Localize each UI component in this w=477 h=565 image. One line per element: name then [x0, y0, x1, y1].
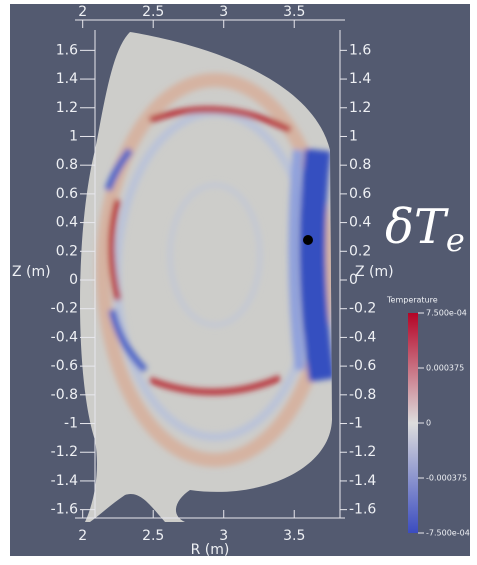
y-tick-label: 1.2	[56, 100, 78, 116]
y-tick-label: -1.6	[349, 502, 376, 518]
x-tick-label: 3	[219, 4, 228, 20]
colorbar-title: Temperature	[386, 296, 438, 305]
y-tick-label: 1.6	[349, 42, 371, 58]
probe-point	[303, 235, 313, 245]
colorbar-tick-label: 0.000375	[426, 364, 464, 373]
annotation: δTe	[385, 199, 465, 259]
y-tick-label: 0.2	[56, 243, 78, 259]
y-tick-label: -1.6	[51, 502, 78, 518]
annotation-subscript: e	[446, 221, 465, 259]
y-tick-label: 1	[349, 128, 358, 144]
y-tick-label: 0	[349, 272, 358, 288]
y-tick-label: 1	[69, 128, 78, 144]
y-tick-label: -0.2	[349, 301, 376, 317]
y-tick-label: -0.4	[349, 329, 376, 345]
y-axis-title: Z (m)	[355, 264, 394, 280]
y-tick-label: 1.4	[56, 71, 78, 87]
x-tick-label: 3.5	[283, 4, 305, 20]
y-tick-label: 0.8	[349, 157, 371, 173]
colorbar-tick-label: 0	[426, 419, 431, 428]
colorbar-tick-label: 7.500e-04	[426, 309, 467, 318]
colorbar	[408, 313, 418, 533]
y-tick-label: -1.4	[349, 473, 376, 489]
y-tick-label: 0.6	[349, 186, 371, 202]
x-tick-label: 2	[78, 4, 87, 20]
annotation-symbol: δT	[385, 199, 449, 255]
y-tick-label: -0.4	[51, 329, 78, 345]
x-axis-title: R (m)	[191, 542, 230, 558]
x-tick-label: 2.5	[142, 4, 164, 20]
y-tick-label: -0.6	[51, 358, 78, 374]
y-tick-label: -0.8	[349, 387, 376, 403]
y-tick-label: -1	[64, 416, 78, 432]
y-tick-label: -0.6	[349, 358, 376, 374]
y-tick-label: 0.4	[56, 215, 78, 231]
y-tick-label: 0.4	[349, 215, 371, 231]
x-tick-label: 2.5	[142, 528, 164, 544]
y-tick-label: -1.4	[51, 473, 78, 489]
y-axis-title: Z (m)	[12, 264, 51, 280]
colorbar-tick-label: -0.000375	[426, 474, 467, 483]
y-tick-label: 1.6	[56, 42, 78, 58]
temperature-field	[80, 32, 332, 522]
x-tick-label: 3	[219, 528, 228, 544]
y-tick-label: 1.2	[349, 100, 371, 116]
y-tick-label: 1.4	[349, 71, 371, 87]
x-tick-label: 2	[78, 528, 87, 544]
y-tick-label: 0	[69, 272, 78, 288]
colorbar-tick-label: -7.500e-04	[426, 529, 470, 538]
y-tick-label: -1	[349, 416, 363, 432]
y-tick-label: 0.8	[56, 157, 78, 173]
y-tick-label: -0.2	[51, 301, 78, 317]
y-tick-label: 0.6	[56, 186, 78, 202]
y-tick-label: 0.2	[349, 243, 371, 259]
y-tick-label: -1.2	[51, 444, 78, 460]
x-tick-label: 3.5	[283, 528, 305, 544]
y-tick-label: -0.8	[51, 387, 78, 403]
y-tick-label: -1.2	[349, 444, 376, 460]
